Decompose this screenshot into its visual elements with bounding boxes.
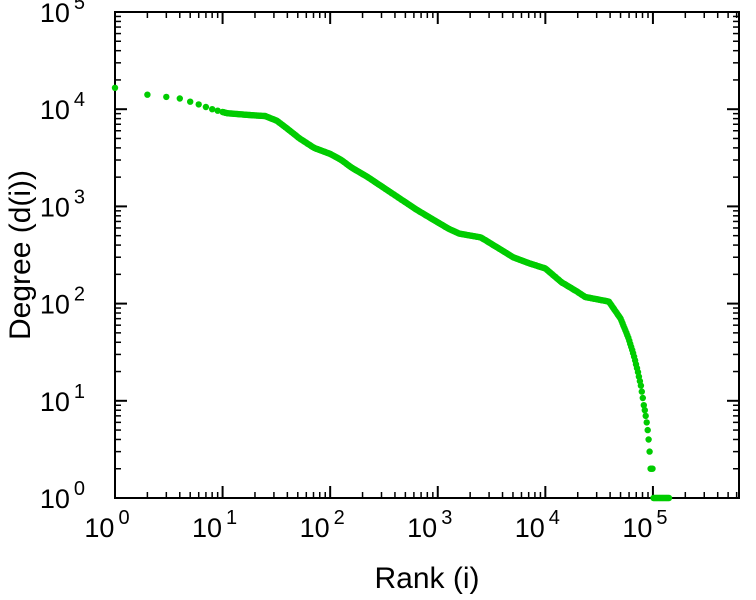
data-point: [649, 465, 656, 472]
data-point: [665, 494, 673, 502]
tick-label: 10 1: [192, 507, 237, 543]
data-points: [111, 84, 673, 502]
data-point: [641, 407, 648, 414]
data-point: [640, 402, 647, 409]
data-point: [646, 448, 653, 455]
data-point: [144, 91, 151, 98]
data-point: [643, 419, 650, 426]
tick-label: 10 1: [40, 381, 85, 417]
data-point: [638, 388, 645, 395]
data-point: [163, 93, 170, 101]
data-point: [639, 394, 646, 402]
data-point: [209, 106, 216, 113]
tick-label: 10 2: [300, 507, 345, 543]
tick-label: 10 3: [407, 507, 452, 543]
tick-label: 10 0: [40, 478, 85, 514]
tick-label: 10 2: [40, 284, 85, 320]
data-point: [187, 98, 194, 105]
data-point: [637, 382, 645, 389]
tick-label: 10 5: [40, 0, 85, 28]
data-point: [202, 103, 210, 111]
data-point: [644, 426, 651, 434]
tick-label: 10 5: [622, 507, 667, 543]
tick-label: 10 0: [84, 507, 129, 543]
tick-label: 10 4: [40, 89, 85, 125]
data-point: [195, 101, 202, 108]
x-axis-label: Rank (i): [374, 562, 479, 595]
data-point: [642, 412, 649, 420]
tick-label: 10 4: [515, 507, 560, 543]
data-point: [214, 107, 221, 114]
data-point: [645, 436, 652, 443]
tick-label: 10 3: [40, 186, 85, 222]
data-point: [176, 95, 183, 102]
data-point: [111, 84, 119, 92]
y-axis-label: Degree (d(i)): [4, 170, 37, 340]
axes: 10 0 10 1 10 2 10 3 10 4 10 5 10 0 10 1 10 2 10 3 10 4 10 5: [40, 0, 740, 543]
